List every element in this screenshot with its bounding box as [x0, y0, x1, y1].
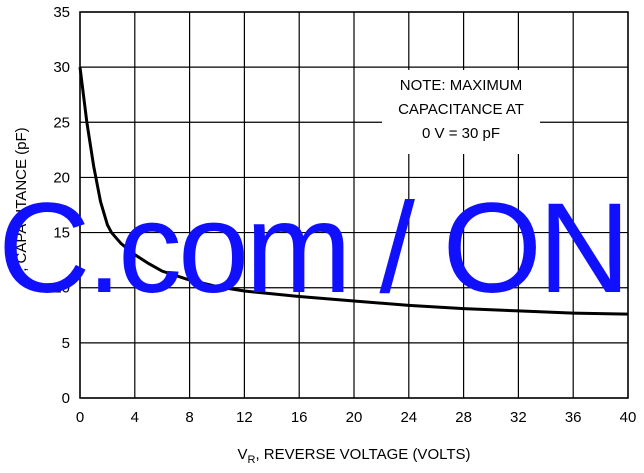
annotation: CAPACITANCE AT	[398, 101, 524, 118]
curve	[78, 66, 629, 316]
y-tick-label: 30	[53, 59, 70, 76]
x-tick-label: 40	[620, 409, 637, 426]
y-tick-label: 15	[53, 225, 70, 242]
y-tick-label: 0	[62, 390, 70, 407]
x-tick-label: 20	[346, 409, 363, 426]
x-tick-label: 36	[565, 409, 582, 426]
watermark: C.com / ON	[0, 177, 627, 320]
annotation-box	[382, 70, 540, 154]
annotation: 0 V = 30 pF	[422, 125, 500, 142]
y-tick-label: 10	[53, 280, 70, 297]
x-tick-label: 32	[510, 409, 527, 426]
x-label-main: V	[237, 446, 247, 463]
x-tick-label: 8	[185, 409, 193, 426]
y-tick-label: 35	[53, 4, 70, 21]
x-tick-label: 0	[76, 409, 84, 426]
x-tick-label: 16	[291, 409, 308, 426]
plot-frame	[79, 11, 629, 399]
y-tick-label: 20	[53, 169, 70, 186]
y-axis-label: C, CAPACITANCE (pF)	[13, 127, 30, 282]
x-label-sub: R	[248, 454, 256, 466]
x-tick-label: 4	[131, 409, 139, 426]
annotation: NOTE: MAXIMUM	[400, 77, 523, 94]
x-axis-label: VR, REVERSE VOLTAGE (VOLTS)	[237, 446, 470, 466]
x-tick-label: 24	[400, 409, 417, 426]
x-label-rest: , REVERSE VOLTAGE (VOLTS)	[255, 446, 470, 463]
x-tick-label: 28	[455, 409, 472, 426]
x-tick-label: 12	[236, 409, 253, 426]
y-tick-label: 25	[53, 114, 70, 131]
y-tick-label: 5	[62, 335, 70, 352]
